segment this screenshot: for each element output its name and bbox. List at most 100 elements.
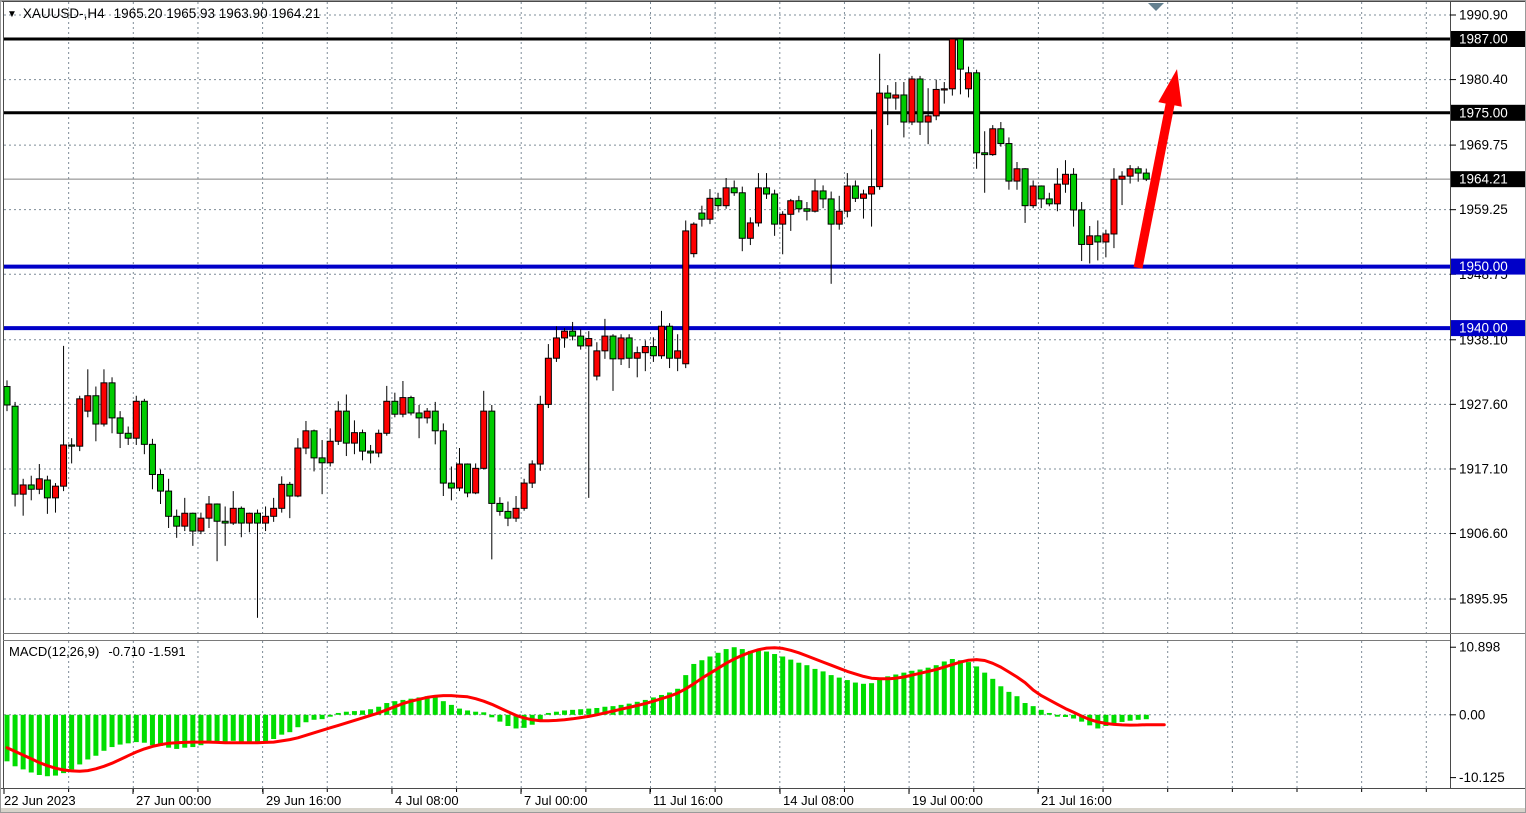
candle (520, 478, 528, 511)
candle-body (787, 200, 795, 215)
candle (843, 173, 851, 218)
candle-body (464, 463, 472, 494)
badge-label: 1975.00 (1459, 105, 1508, 120)
candle (359, 429, 367, 461)
candle-body (1070, 173, 1078, 211)
macd-bar (77, 714, 83, 765)
candle-body (997, 128, 1005, 145)
candle (148, 438, 156, 490)
candle (407, 395, 415, 416)
candle-body (245, 512, 253, 524)
macd-bar (481, 712, 487, 715)
candle (504, 501, 512, 527)
candle (84, 369, 92, 418)
candle (245, 512, 253, 533)
macd-bar (901, 672, 907, 715)
candle (27, 475, 35, 501)
candle-body (601, 335, 609, 352)
candle-body (666, 325, 674, 359)
candle-body (569, 330, 577, 337)
macd-tick-label: 10.898 (1459, 640, 1500, 655)
candle (1086, 225, 1094, 264)
macd-bar (836, 677, 842, 715)
candle (51, 483, 59, 513)
badge-label: 1940.00 (1459, 321, 1508, 336)
badge-bg (1451, 171, 1525, 188)
macd-bar (12, 714, 18, 767)
macd-bar (505, 714, 511, 726)
macd-bar (117, 714, 123, 745)
candle-body (682, 230, 690, 365)
candle-body (253, 512, 261, 524)
candle-body (940, 88, 948, 91)
candle (35, 464, 43, 495)
macd-bar (20, 714, 26, 770)
macd-tick-label: 0.00 (1459, 707, 1485, 722)
macd-bar (974, 666, 980, 715)
candle-body (100, 382, 108, 425)
time-axis[interactable]: 22 Jun 2023 27 Jun 00:00 29 Jun 16:00 4 Jul… (3, 789, 1427, 808)
candle-body (51, 485, 59, 499)
macd-bar (804, 665, 810, 715)
candle (19, 478, 27, 516)
candle (625, 334, 633, 369)
candle-body (528, 463, 536, 484)
candle-body (948, 38, 956, 90)
macd-bar (852, 682, 858, 715)
candle-body (1142, 172, 1150, 180)
candle (779, 211, 787, 255)
candle (561, 328, 569, 348)
macd-bar (594, 707, 600, 715)
candle (641, 340, 649, 372)
macd-bar (1111, 714, 1117, 724)
level-price-badge: 1950.00 (1451, 258, 1525, 275)
candle-body (1094, 235, 1102, 243)
candle (334, 401, 342, 445)
price-tick-label: 1990.90 (1459, 7, 1508, 22)
candle-body (1005, 143, 1013, 182)
object-anchor-icon (1148, 3, 1164, 11)
candle-body (181, 512, 189, 527)
candle-body (229, 507, 237, 524)
candle (1134, 166, 1142, 182)
macd-bar (52, 714, 58, 776)
macd-bar (990, 678, 996, 715)
candle-body (956, 38, 964, 70)
macd-bar (513, 714, 519, 729)
candle-body (1126, 168, 1134, 177)
time-axis-label: 4 Jul 08:00 (395, 793, 459, 808)
candle (528, 460, 536, 489)
candle-body (561, 330, 569, 339)
price-tick-label: 1969.75 (1459, 138, 1508, 153)
trend-arrow[interactable] (1133, 69, 1182, 269)
candle-body (754, 187, 762, 224)
price-axis[interactable]: 1990.901980.401969.751959.251948.751938.… (1450, 7, 1525, 785)
candle-body (795, 200, 803, 210)
candle (157, 469, 165, 505)
candle-body (536, 403, 544, 465)
macd-bar (739, 649, 745, 715)
candle-body (189, 512, 197, 532)
macd-bar (473, 711, 479, 715)
candle-body (641, 346, 649, 354)
macd-bar (1143, 714, 1149, 720)
candle (431, 401, 439, 445)
candle-body (690, 223, 698, 255)
candle (908, 75, 916, 126)
candle-body (237, 507, 245, 524)
candle-body (472, 467, 480, 494)
macd-bar (626, 703, 632, 715)
candle-body (76, 398, 84, 447)
candle-body (1078, 209, 1086, 245)
candle (318, 440, 326, 495)
candle (512, 496, 520, 522)
candle (997, 122, 1005, 147)
candle (310, 429, 318, 472)
candle-body (763, 187, 771, 195)
macd-bar (206, 714, 212, 743)
macd-bar (675, 688, 681, 715)
candle-body (132, 400, 140, 439)
candle-body (359, 432, 367, 452)
symbol-dropdown-icon[interactable]: ▼ (7, 9, 17, 20)
